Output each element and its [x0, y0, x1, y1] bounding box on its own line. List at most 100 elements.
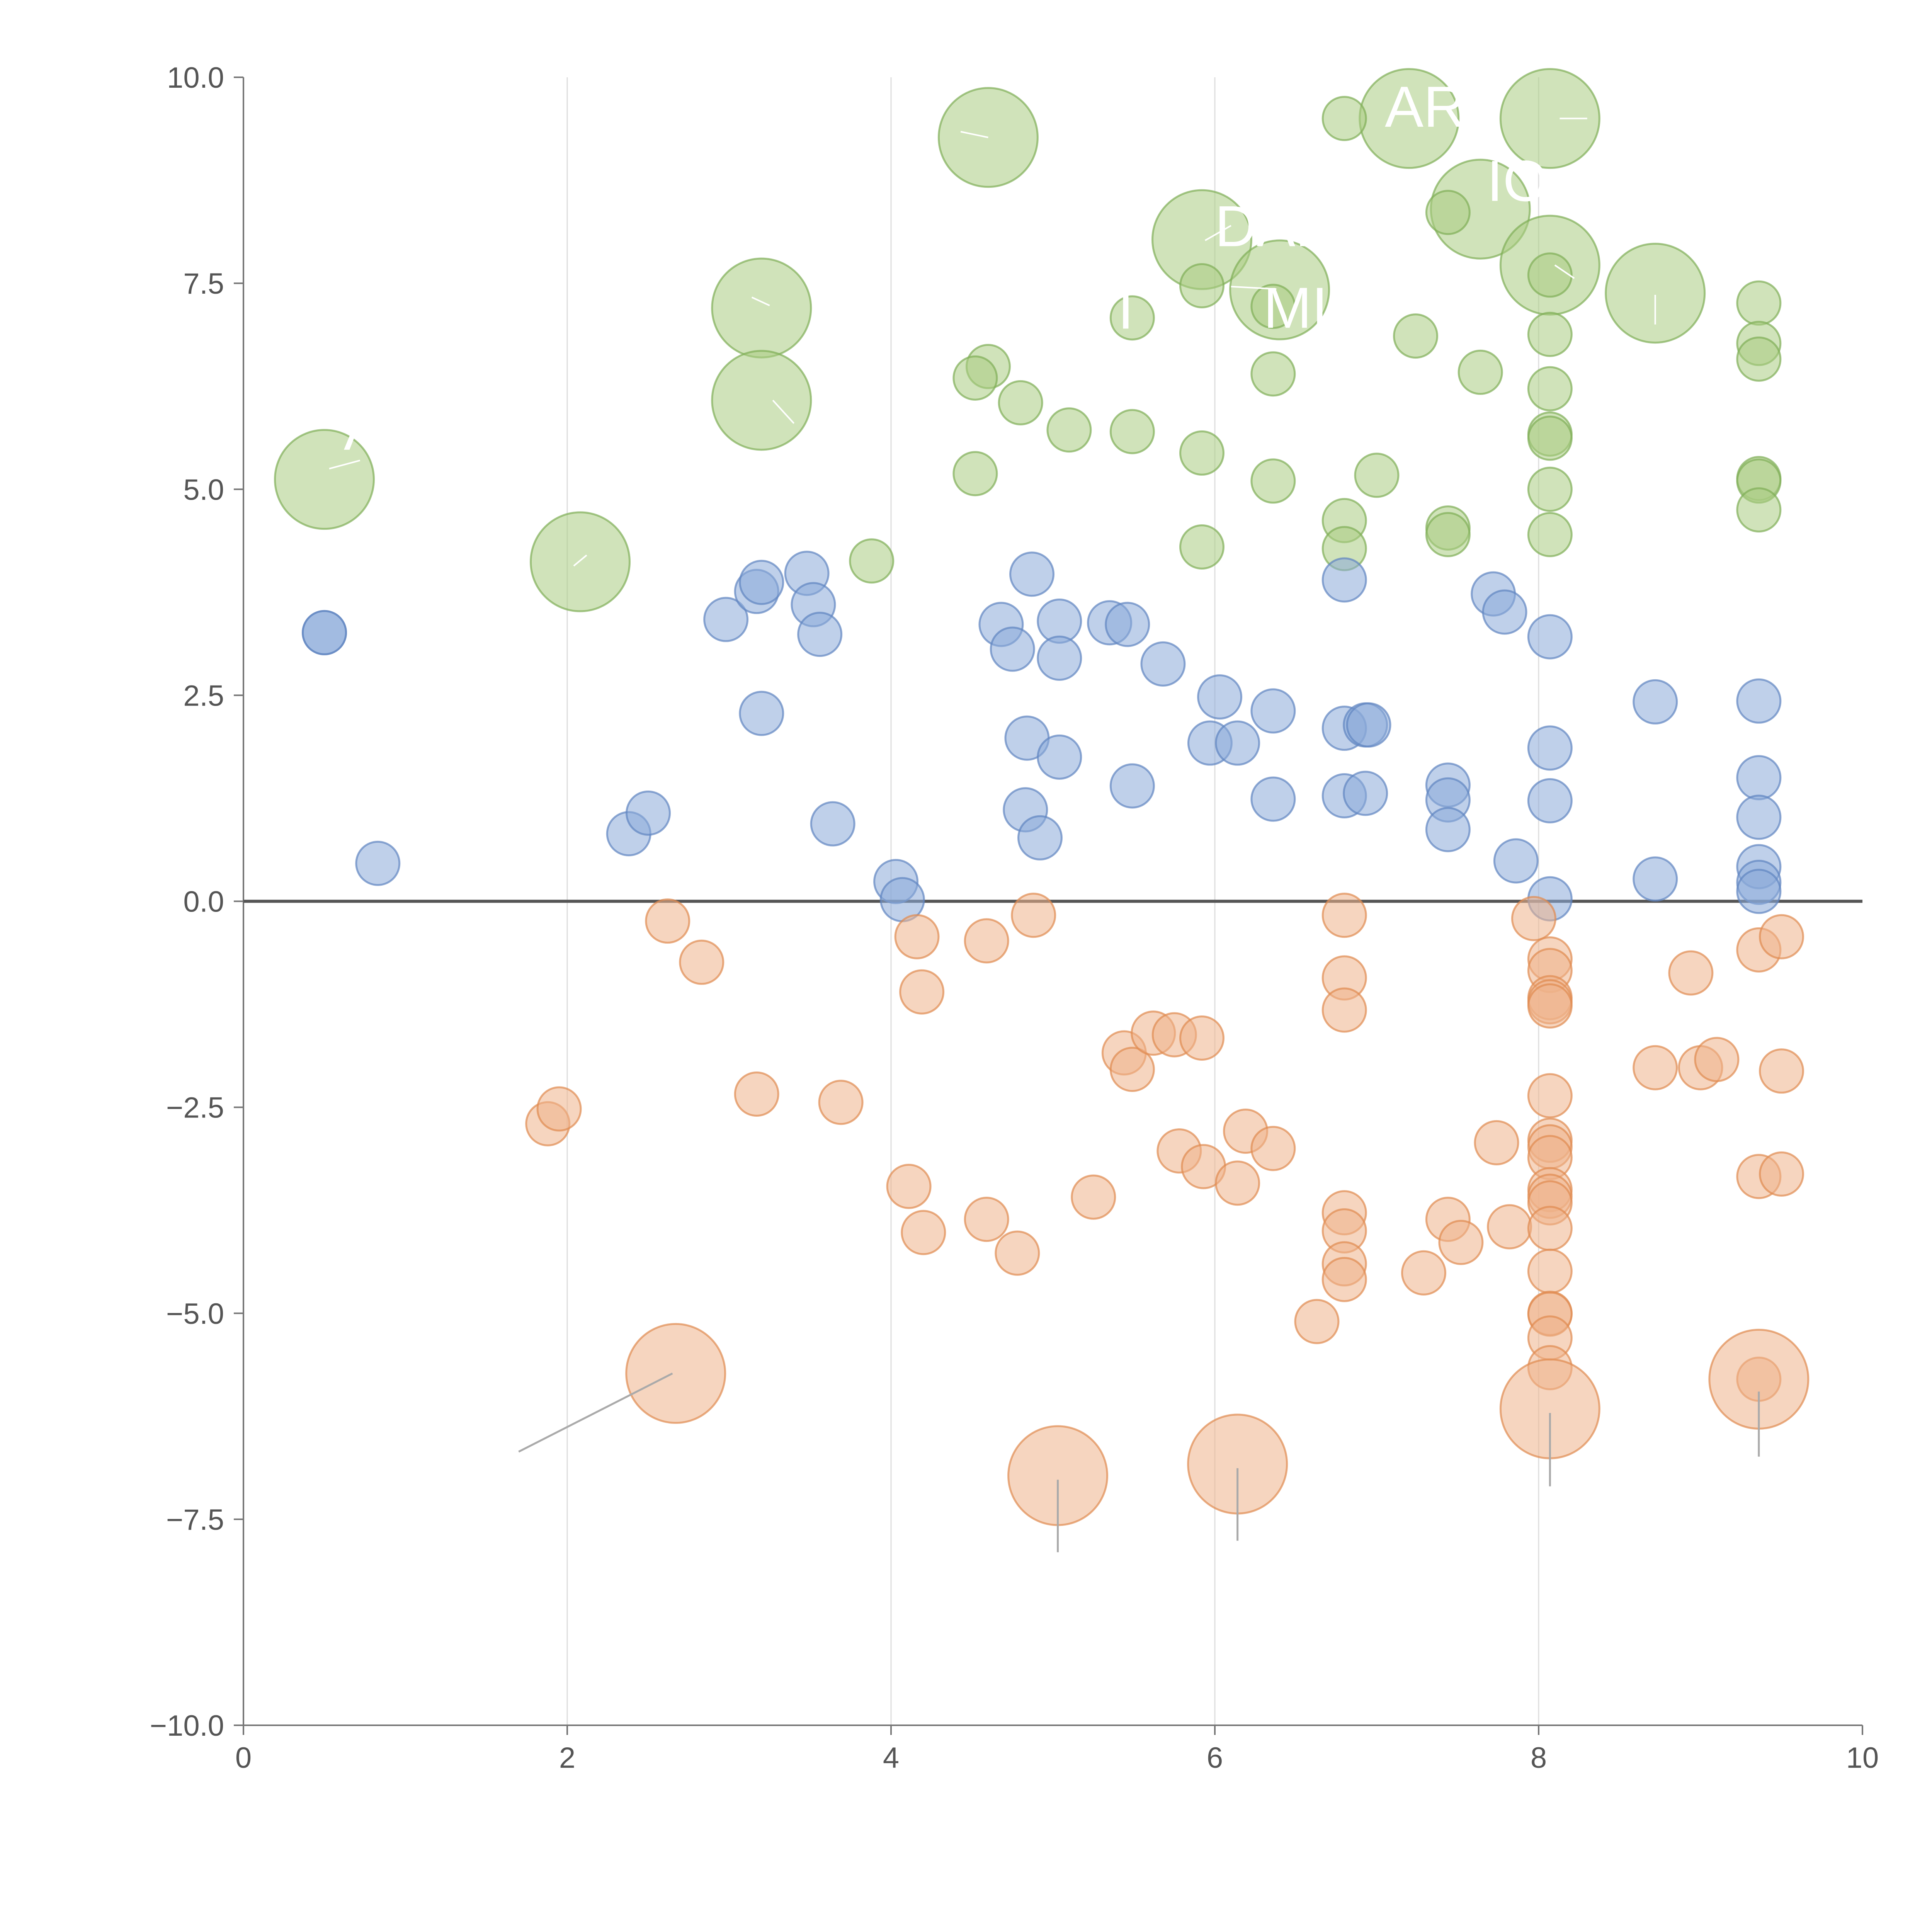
data-point: [1250, 776, 1296, 822]
data-point: [1487, 1204, 1532, 1250]
data-point: [1527, 983, 1573, 1029]
data-point: [711, 257, 812, 359]
data-point: [1401, 1250, 1447, 1296]
data-point: [1294, 1299, 1340, 1344]
data-point: [739, 690, 784, 736]
data-point: [1393, 313, 1439, 359]
data-point: [797, 612, 843, 657]
data-point: [1438, 1219, 1484, 1265]
data-point: [1354, 452, 1400, 498]
data-point: [536, 1086, 582, 1132]
data-point: [899, 969, 945, 1015]
data-point: [1425, 190, 1471, 235]
data-point: [1425, 512, 1471, 558]
data-point: [1736, 869, 1782, 914]
data-point: [1343, 770, 1388, 816]
y-tick-label: −5.0: [166, 1298, 224, 1330]
data-point: [626, 790, 671, 836]
data-point: [1250, 1126, 1296, 1171]
data-point: [1493, 838, 1539, 884]
data-point: [1527, 778, 1573, 823]
data-point: [1321, 1257, 1367, 1302]
data-point: [1759, 1151, 1804, 1197]
x-tick-label: 2: [559, 1742, 575, 1774]
data-point: [894, 914, 940, 959]
data-point: [1197, 674, 1243, 720]
data-point: [1011, 893, 1056, 938]
label-leader-line: [960, 131, 988, 138]
data-point: [1527, 512, 1573, 558]
data-point: [625, 1323, 726, 1424]
data-point: [1527, 1206, 1573, 1251]
data-point: [810, 801, 855, 847]
data-point: [1109, 409, 1155, 454]
data-point: [302, 610, 347, 655]
data-point: [990, 626, 1035, 672]
data-point: [1140, 641, 1186, 687]
point-label: IO: [1487, 148, 1548, 213]
data-point: [1215, 720, 1260, 766]
data-point: [849, 538, 895, 584]
data-point: [1527, 252, 1573, 298]
data-point: [1321, 893, 1367, 938]
y-tick-label: 2.5: [183, 679, 224, 712]
data-point: [1250, 284, 1296, 329]
data-point: [995, 1230, 1040, 1276]
data-point: [1215, 1160, 1260, 1206]
data-point: [1474, 1120, 1519, 1165]
data-point: [1605, 243, 1706, 344]
data-point: [355, 840, 401, 886]
data-point: [1527, 366, 1573, 412]
data-point: [952, 355, 998, 401]
data-point: [1759, 914, 1804, 959]
label-leader-line: [1231, 286, 1277, 290]
data-point: [703, 597, 749, 642]
series-positive-high: [274, 68, 1782, 612]
x-tick-label: 0: [235, 1742, 252, 1774]
data-point: [1071, 1174, 1116, 1220]
data-point: [1736, 794, 1782, 840]
data-point: [530, 511, 631, 612]
data-point: [1527, 614, 1573, 660]
data-point: [998, 380, 1043, 425]
point-label: MI: [1264, 275, 1328, 340]
label-leader-line: [1554, 264, 1575, 279]
label-leader-line: [518, 1372, 673, 1453]
data-point: [1633, 856, 1678, 902]
data-point: [1250, 688, 1296, 734]
y-tick-label: 0.0: [183, 886, 224, 918]
y-tick-label: 7.5: [183, 267, 224, 300]
data-point: [1179, 524, 1225, 570]
data-point: [964, 918, 1009, 964]
data-point: [1179, 1015, 1225, 1061]
label-leader-line: [573, 554, 587, 567]
label-leader-line: [772, 400, 795, 424]
data-point: [711, 350, 812, 451]
data-point: [1037, 635, 1082, 681]
data-point: [1009, 551, 1055, 597]
data-point: [1633, 1045, 1678, 1090]
point-label: AR: [1385, 74, 1465, 139]
data-point: [1179, 263, 1225, 309]
data-point: [1109, 1047, 1155, 1092]
x-tick-label: 6: [1207, 1742, 1223, 1774]
data-point: [1250, 351, 1296, 397]
data-point: [739, 560, 784, 605]
data-point: [1694, 1037, 1740, 1082]
data-point: [1017, 815, 1063, 861]
data-point: [1346, 702, 1391, 748]
data-point: [952, 451, 998, 497]
data-point: [1109, 295, 1155, 341]
data-point: [1527, 1073, 1573, 1119]
data-point: [1321, 96, 1367, 141]
data-point: [1736, 336, 1782, 382]
data-point: [1109, 763, 1155, 809]
y-tick-label: −10.0: [150, 1709, 224, 1742]
data-point: [1105, 602, 1150, 647]
point-label: I: [1118, 276, 1134, 341]
series-negative: [525, 893, 1810, 1526]
point-label: DAR: [1215, 194, 1337, 259]
data-point: [274, 429, 375, 530]
